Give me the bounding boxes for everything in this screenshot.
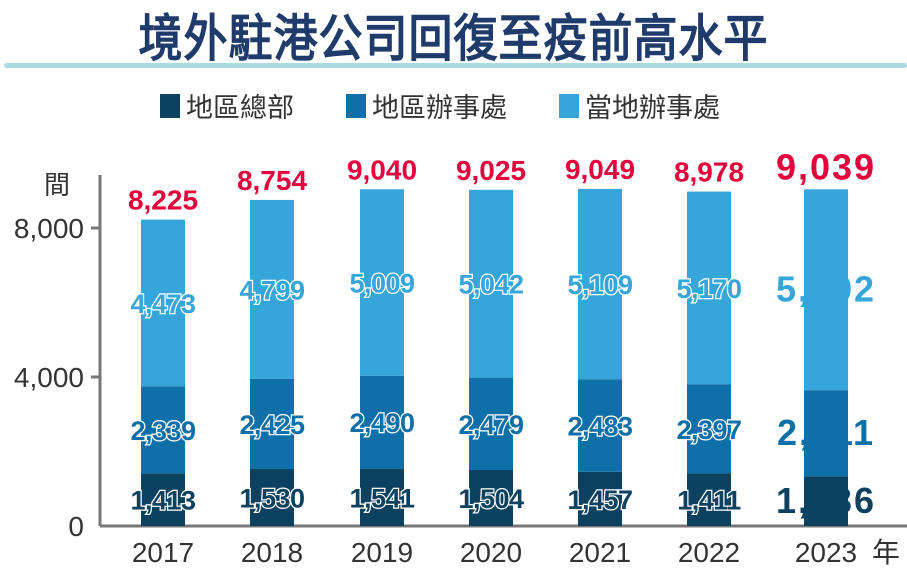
total-label: 8,225 — [128, 185, 198, 216]
bar-segment-2018-2 — [250, 199, 294, 379]
total-label: 8,978 — [674, 157, 744, 188]
bar-segment-2020-0 — [469, 469, 513, 526]
bar-segment-2023-1 — [804, 390, 848, 477]
legend-label: 地區辦事處 — [372, 93, 507, 123]
bar-segment-2020-1 — [469, 377, 513, 470]
bar-segment-2021-1 — [578, 379, 622, 472]
bar-segment-2018-0 — [250, 469, 294, 526]
y-tick-label: 0 — [68, 511, 84, 542]
legend-label: 當地辦事處 — [585, 93, 720, 123]
x-tick-label: 2021 — [569, 537, 631, 568]
x-tick-label: 2018 — [241, 537, 303, 568]
segment-label: 5,392 — [776, 269, 876, 310]
segment-label: 2,490 — [349, 408, 414, 438]
segment-label: 2,425 — [239, 410, 305, 440]
legend-item-local-office: 當地辦事處 — [559, 86, 720, 125]
title-divider — [4, 63, 907, 68]
x-tick-label: 2017 — [132, 537, 194, 568]
bar-segment-2018-1 — [250, 378, 294, 470]
segment-label: 2,397 — [676, 415, 741, 445]
bar-segment-2019-0 — [360, 468, 404, 526]
segment-label: 1,411 — [677, 486, 741, 516]
total-label: 8,754 — [237, 165, 307, 196]
legend-item-regional-hq: 地區總部 — [160, 86, 294, 125]
segment-label: 2,339 — [130, 416, 196, 446]
segment-label: 1,413 — [130, 486, 196, 516]
segment-label: 2,479 — [458, 410, 524, 440]
bar-segment-2021-2 — [578, 188, 622, 380]
chart-title: 境外駐港公司回復至疫前高水平 — [138, 9, 769, 69]
total-label: 9,025 — [456, 155, 526, 186]
bar-segment-2017-2 — [141, 219, 185, 387]
y-axis-unit: 間 — [44, 171, 70, 201]
legend-label: 地區總部 — [186, 93, 294, 123]
x-tick-label: 2019 — [351, 537, 413, 568]
bar-segment-2019-1 — [360, 375, 404, 469]
bar-segment-2023-0 — [804, 476, 848, 526]
total-label: 9,039 — [776, 146, 876, 187]
bar-segment-2022-1 — [687, 384, 731, 474]
bar-segment-2022-2 — [687, 191, 731, 385]
segment-label: 4,473 — [130, 289, 196, 319]
x-tick-label: 2023 — [795, 537, 857, 568]
bar-segment-2023-2 — [804, 189, 848, 391]
segment-label: 1,541 — [349, 483, 415, 513]
bar-segment-2019-2 — [360, 189, 404, 376]
segment-label: 5,109 — [567, 270, 633, 300]
total-label: 9,049 — [565, 154, 635, 185]
segment-label: 1,336 — [776, 480, 876, 521]
segment-label: 5,009 — [349, 269, 415, 299]
bar-segment-2022-0 — [687, 473, 731, 526]
segment-label: 2,483 — [567, 411, 633, 441]
segment-label: 1,457 — [567, 485, 632, 515]
segment-label: 1,504 — [458, 484, 524, 514]
legend-item-regional-office: 地區辦事處 — [346, 86, 507, 125]
legend-swatch — [160, 93, 180, 118]
legend: 地區總部 地區辦事處 當地辦事處 — [160, 86, 720, 125]
x-tick-label: 2022 — [678, 537, 740, 568]
segment-label: 5,170 — [676, 274, 741, 304]
x-tick-label: 2020 — [460, 537, 522, 568]
segment-label: 5,042 — [458, 270, 523, 300]
bar-segment-2021-0 — [578, 471, 622, 526]
x-axis-unit: 年 — [872, 536, 900, 569]
bar-segment-2017-0 — [141, 473, 185, 526]
total-label: 9,040 — [347, 154, 417, 185]
y-tick-label: 8,000 — [14, 213, 84, 244]
legend-swatch — [559, 93, 579, 118]
segment-label: 1,530 — [239, 484, 304, 514]
bar-segment-2017-1 — [141, 386, 185, 474]
y-tick-label: 4,000 — [14, 362, 84, 393]
bar-segment-2020-2 — [469, 189, 513, 378]
legend-swatch — [346, 93, 366, 118]
segment-label: 2,311 — [777, 412, 875, 453]
segment-label: 4,799 — [239, 275, 305, 305]
